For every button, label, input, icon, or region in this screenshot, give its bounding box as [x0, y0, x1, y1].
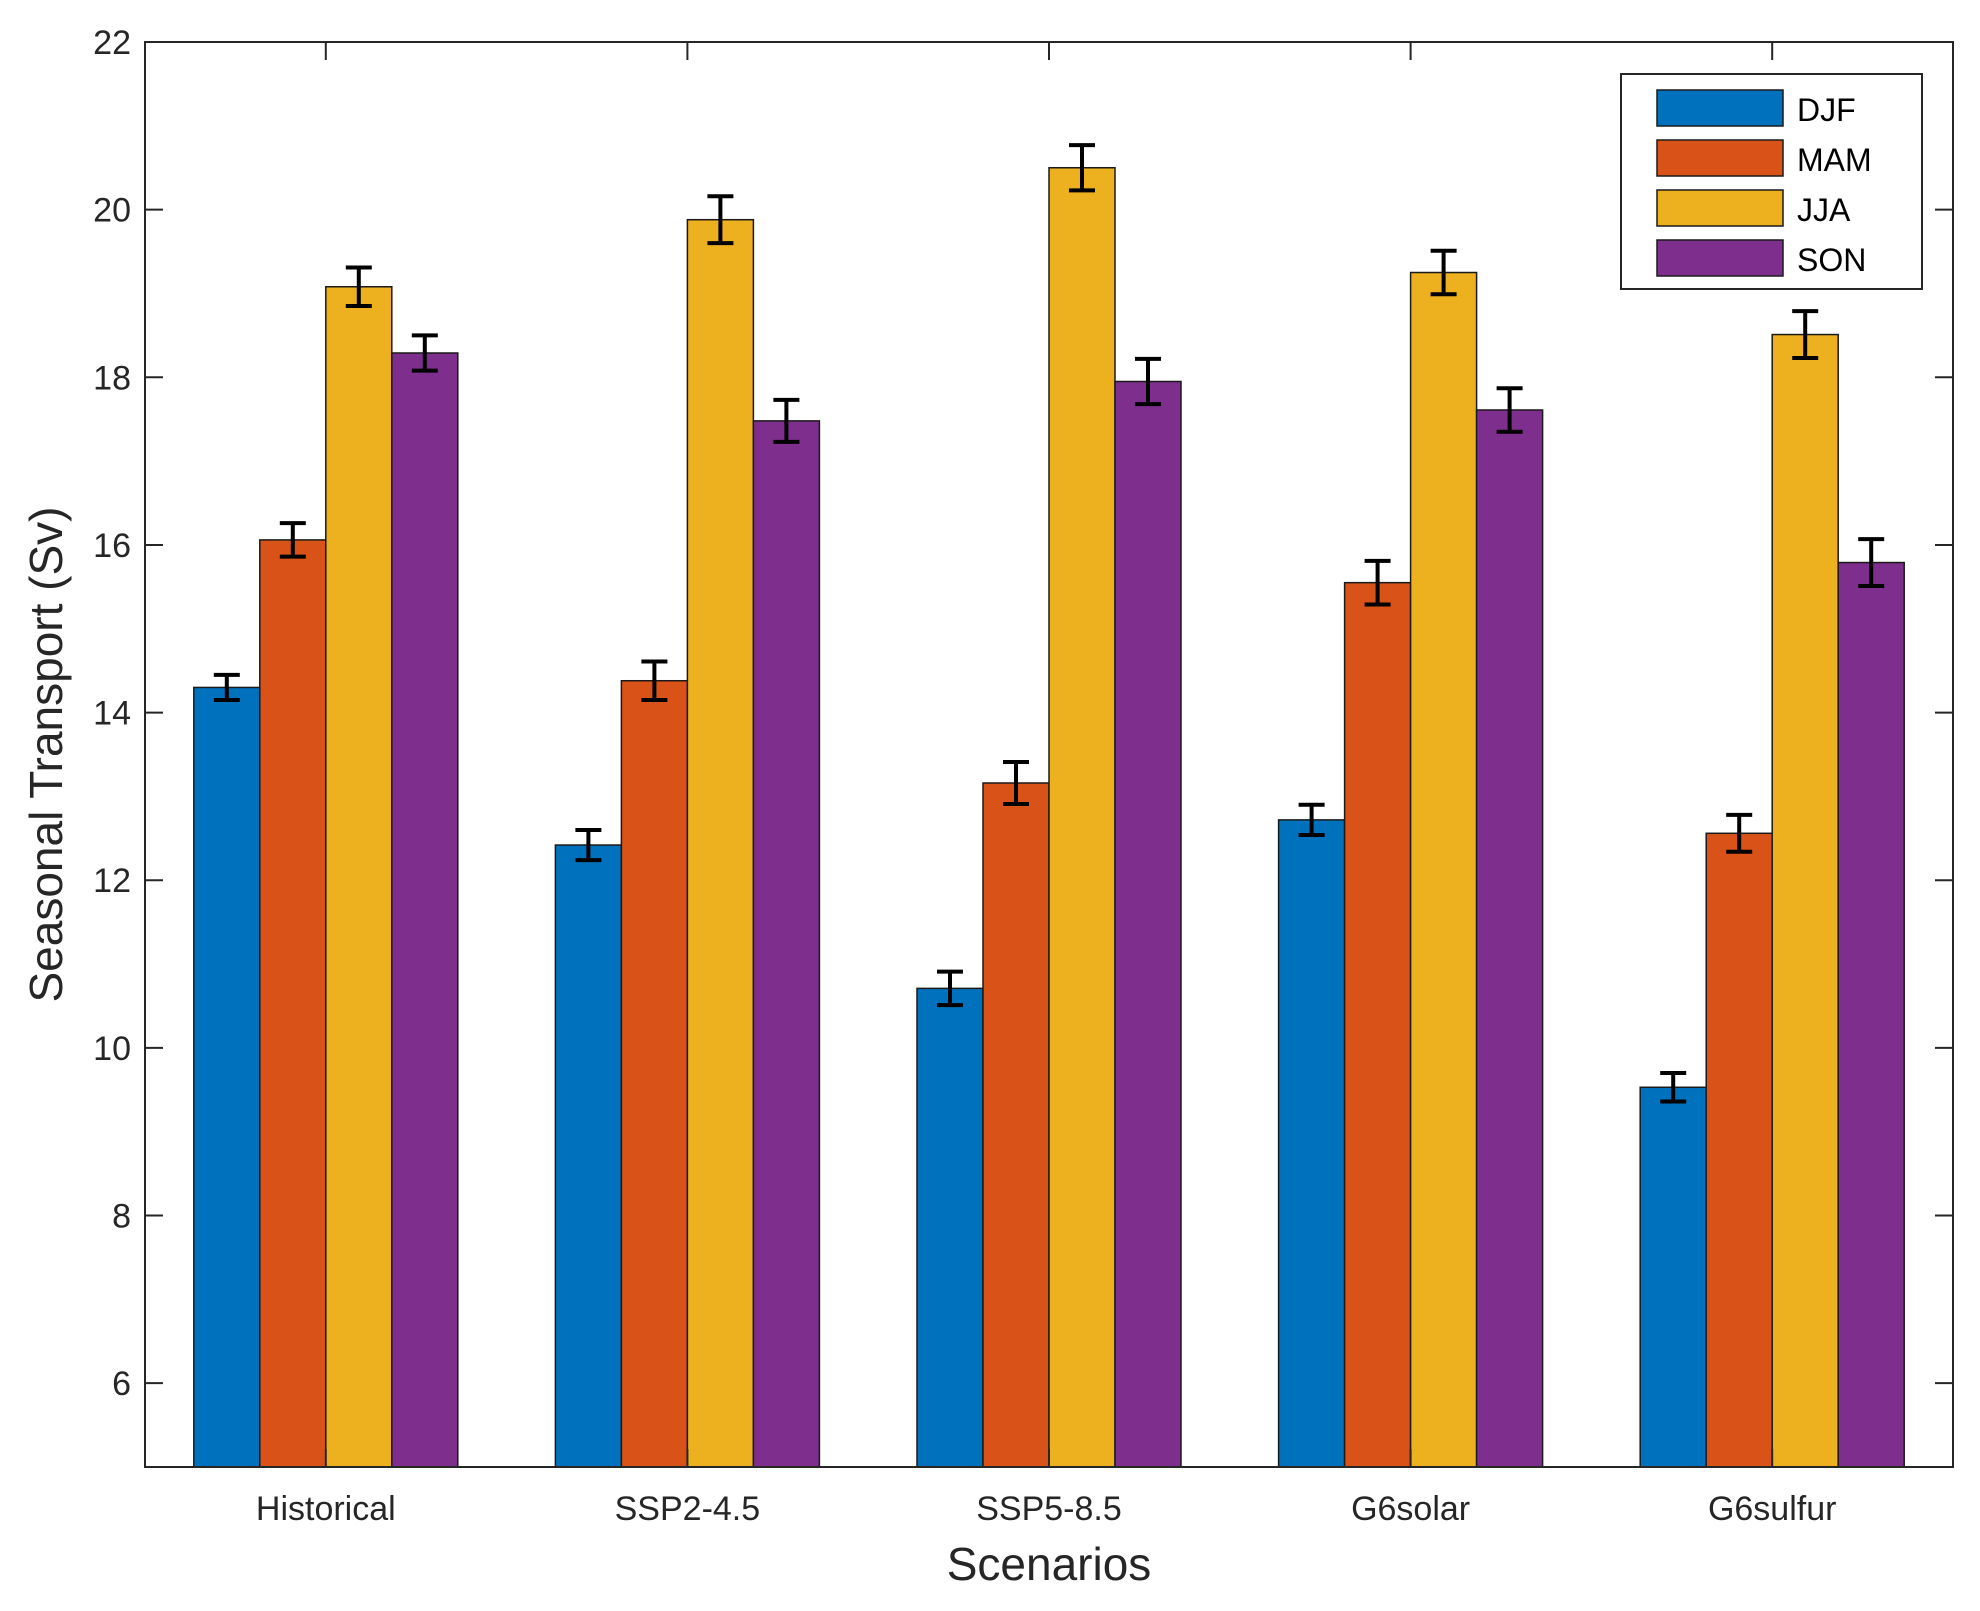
- error-bar-mam-g6sulfur: [1726, 812, 1753, 854]
- bar-djf-ssp5-8-5: [916, 987, 984, 1468]
- legend-label: SON: [1797, 242, 1866, 278]
- x-tick-label: SSP2-4.5: [615, 1490, 761, 1528]
- y-tick-label: 8: [112, 1198, 131, 1236]
- y-tick-label: 16: [93, 527, 131, 565]
- y-tick-label: 14: [93, 695, 131, 733]
- bar-jja-g6sulfur: [1771, 333, 1839, 1468]
- legend-item-mam: MAM: [1656, 139, 1872, 178]
- legend: DJF MAM JJA SON: [1620, 73, 1923, 290]
- error-bar-son-ssp5-8-5: [1135, 356, 1161, 407]
- bar-mam-g6solar: [1343, 581, 1412, 1468]
- x-tick-labels: Historical SSP2-4.5 SSP5-8.5 G6solar G6sulfu…: [256, 1490, 1837, 1528]
- bar-son-ssp5-8-5: [1114, 380, 1182, 1468]
- bar-djf-g6sulfur: [1639, 1086, 1707, 1468]
- ticks-layer: [145, 41, 1953, 1467]
- error-bar-djf-ssp5-8-5: [937, 969, 963, 1008]
- y-tick-label: 18: [93, 359, 131, 397]
- legend-item-jja: JJA: [1656, 189, 1851, 228]
- bar-son-g6sulfur: [1837, 561, 1905, 1468]
- bar-mam-ssp5-8-5: [982, 782, 1050, 1468]
- error-bar-mam-ssp2-4-5: [641, 659, 668, 703]
- error-bar-son-g6solar: [1496, 386, 1523, 434]
- y-tick-labels: 6 8 10 12 14 16 18 20 22: [93, 24, 131, 1403]
- legend-label: MAM: [1797, 142, 1872, 178]
- bar-jja-ssp5-8-5: [1048, 166, 1116, 1468]
- error-bars-layer: [213, 143, 1885, 1104]
- x-tick-label: G6solar: [1351, 1490, 1470, 1528]
- error-bar-mam-historical: [279, 521, 306, 559]
- legend-swatch: [1656, 239, 1784, 277]
- y-tick-label: 6: [112, 1365, 131, 1403]
- legend-label: DJF: [1797, 92, 1856, 128]
- x-tick-label: G6sulfur: [1708, 1490, 1837, 1528]
- error-bar-jja-ssp2-4-5: [707, 194, 734, 246]
- x-tick-label: Historical: [256, 1490, 396, 1528]
- error-bar-son-ssp2-4-5: [773, 397, 800, 444]
- legend-item-son: SON: [1656, 239, 1866, 278]
- legend-swatch: [1656, 189, 1784, 227]
- y-tick-label: 10: [93, 1030, 131, 1068]
- bar-jja-g6solar: [1409, 271, 1478, 1468]
- error-bar-jja-historical: [345, 265, 372, 309]
- y-tick-label: 12: [93, 862, 131, 900]
- bar-mam-g6sulfur: [1705, 832, 1773, 1468]
- error-bar-djf-g6sulfur: [1660, 1071, 1687, 1104]
- bar-mam-ssp2-4-5: [620, 679, 689, 1468]
- x-axis-title: Scenarios: [947, 1538, 1152, 1590]
- legend-items: DJF MAM JJA SON: [1656, 89, 1872, 278]
- bar-son-historical: [391, 352, 459, 1468]
- bar-mam-historical: [259, 539, 327, 1468]
- bar-djf-historical: [193, 686, 261, 1468]
- legend-swatch: [1656, 139, 1784, 177]
- error-bar-djf-g6solar: [1298, 802, 1325, 837]
- error-bar-mam-ssp5-8-5: [1003, 760, 1029, 806]
- y-axis-title: Seasonal Transport (Sv): [20, 506, 72, 1002]
- bars-layer: [193, 166, 1905, 1468]
- error-bar-jja-g6solar: [1430, 248, 1457, 297]
- bar-jja-historical: [325, 286, 393, 1468]
- legend-item-djf: DJF: [1656, 89, 1856, 128]
- error-bar-jja-ssp5-8-5: [1069, 143, 1095, 193]
- y-tick-label: 22: [93, 24, 131, 62]
- error-bar-jja-g6sulfur: [1792, 309, 1819, 361]
- y-tick-label: 20: [93, 192, 131, 230]
- legend-swatch: [1656, 89, 1784, 127]
- error-bar-djf-ssp2-4-5: [575, 827, 602, 863]
- bar-djf-g6solar: [1277, 819, 1346, 1468]
- error-bar-son-g6sulfur: [1858, 537, 1885, 589]
- x-tick-label: SSP5-8.5: [976, 1490, 1122, 1528]
- bar-son-g6solar: [1475, 409, 1544, 1468]
- error-bar-mam-g6solar: [1364, 558, 1391, 607]
- legend-label: JJA: [1797, 192, 1851, 228]
- bar-son-ssp2-4-5: [752, 420, 821, 1468]
- bar-jja-ssp2-4-5: [686, 218, 755, 1468]
- error-bar-djf-historical: [213, 672, 240, 703]
- bar-djf-ssp2-4-5: [554, 844, 623, 1468]
- error-bar-son-historical: [411, 333, 438, 373]
